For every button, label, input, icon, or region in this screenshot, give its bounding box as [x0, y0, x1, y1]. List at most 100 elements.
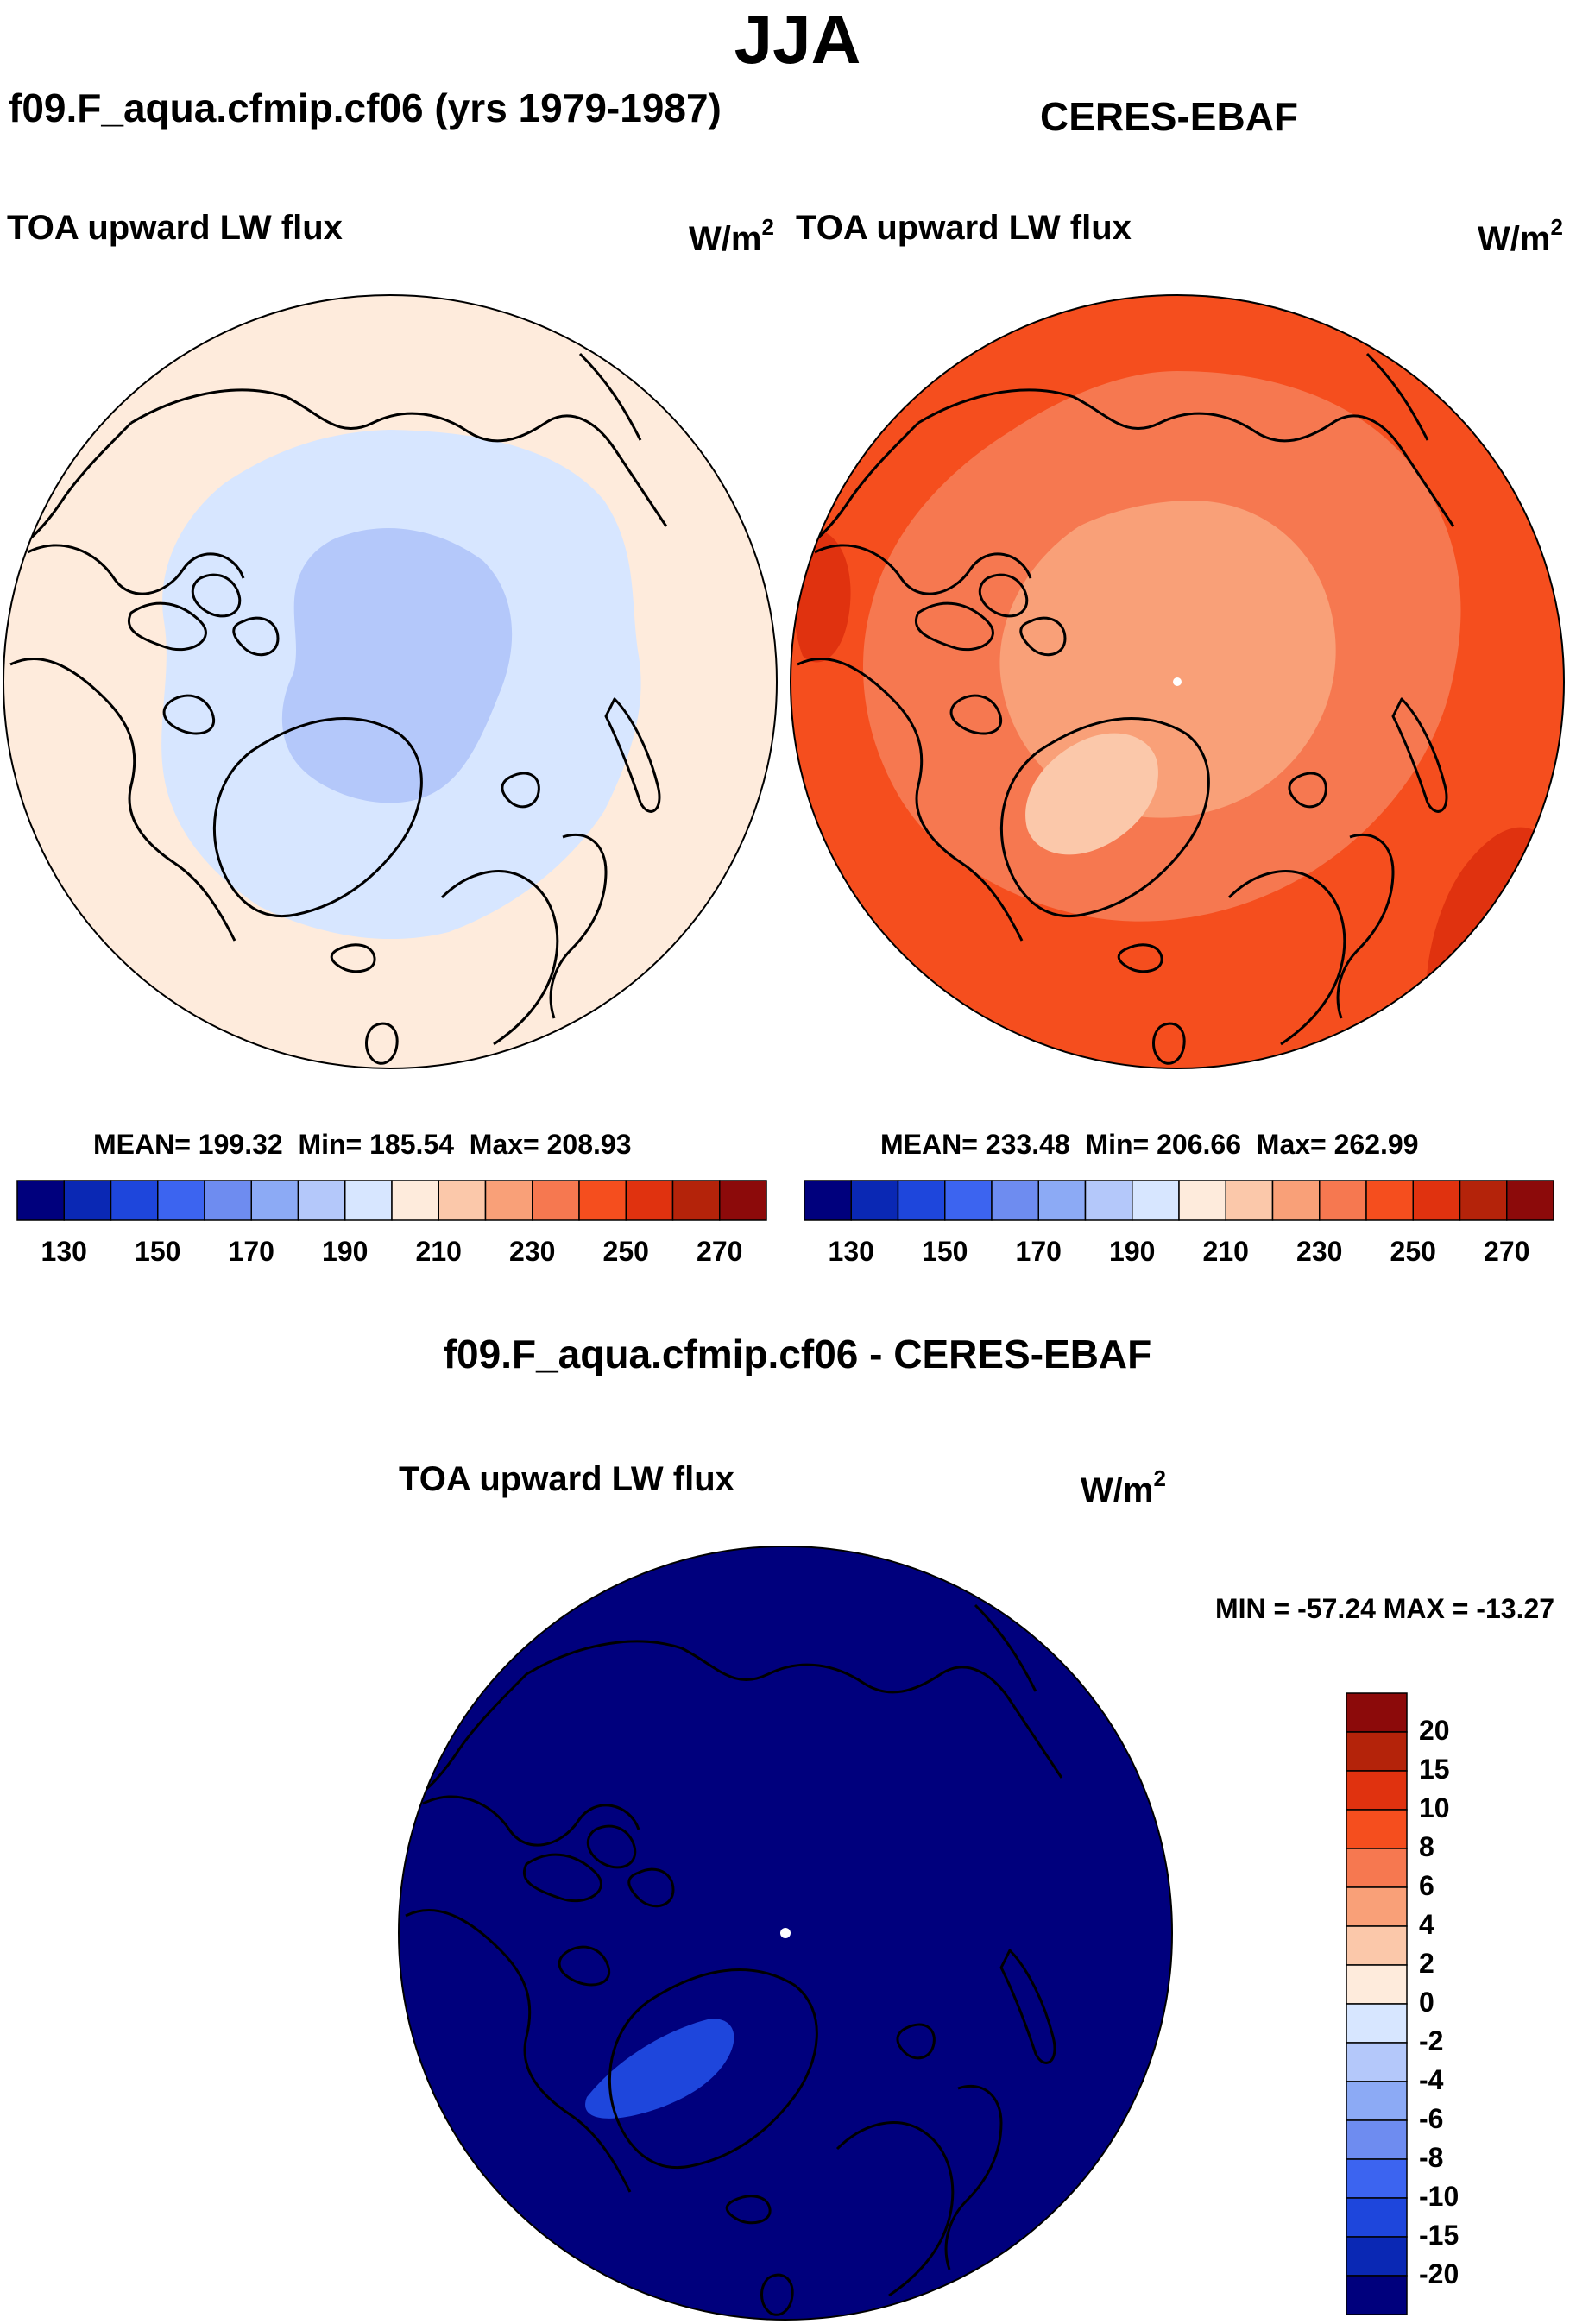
obs-pole-marker — [1173, 677, 1182, 686]
obs-colorbar-tick-label: 170 — [1015, 1236, 1062, 1267]
model-mean: MEAN= 199.32 — [93, 1129, 283, 1160]
obs-colorbar-tick-label: 270 — [1484, 1236, 1530, 1267]
diff-colorbar-box — [1346, 2003, 1408, 2044]
model-stats: MEAN= 199.32 Min= 185.54 Max= 208.93 — [93, 1129, 631, 1161]
obs-map-border — [790, 294, 1565, 1069]
diff-colorbar-tick-label: -2 — [1419, 2025, 1444, 2056]
diff-colorbar-box — [1346, 1925, 1408, 1966]
obs-colorbar-box — [1037, 1180, 1087, 1221]
model-colorbar-box — [671, 1180, 721, 1221]
model-colorbar-tick-label: 150 — [135, 1236, 181, 1267]
model-colorbar-box — [297, 1180, 346, 1221]
diff-colorbar-box — [1346, 1692, 1408, 1733]
obs-colorbar-box — [1365, 1180, 1414, 1221]
obs-panel-title: CERES-EBAF — [1040, 94, 1299, 139]
obs-colorbar-box — [1132, 1180, 1180, 1221]
model-variable-label: TOA upward LW flux — [7, 209, 343, 247]
diff-colorbar-box — [1346, 2197, 1408, 2238]
obs-colorbar-box — [1178, 1180, 1226, 1221]
diff-colorbar-box — [1346, 1886, 1408, 1927]
obs-stats: MEAN= 233.48 Min= 206.66 Max= 262.99 — [880, 1129, 1418, 1161]
season-title: JJA — [734, 1, 861, 78]
model-map-border — [3, 294, 778, 1069]
obs-colorbar-box — [991, 1180, 1039, 1221]
diff-minmax: MIN = -57.24 MAX = -13.27 — [1215, 1593, 1555, 1624]
model-colorbar-tick-label: 130 — [41, 1236, 87, 1267]
diff-colorbar-box — [1346, 1731, 1408, 1772]
obs-max: Max= 262.99 — [1256, 1129, 1419, 1160]
obs-mean: MEAN= 233.48 — [880, 1129, 1070, 1160]
obs-colorbar-box — [1412, 1180, 1461, 1221]
model-colorbar-tick-label: 250 — [602, 1236, 649, 1267]
model-colorbar-box — [391, 1180, 439, 1221]
diff-colorbar-tick-label: -4 — [1419, 2064, 1444, 2095]
model-colorbar-box — [719, 1180, 767, 1221]
model-colorbar-box — [250, 1180, 299, 1221]
diff-colorbar-tick-label: 8 — [1419, 1831, 1434, 1862]
diff-colorbar-tick-label: 2 — [1419, 1948, 1434, 1979]
diff-units-label: W/m2 — [1081, 1465, 1166, 1509]
model-colorbar-box — [532, 1180, 580, 1221]
model-map — [3, 295, 777, 1068]
obs-units-label: W/m2 — [1478, 214, 1563, 258]
diff-colorbar-box — [1346, 1964, 1408, 2005]
model-colorbar-box — [438, 1180, 487, 1221]
diff-variable-label: TOA upward LW flux — [399, 1460, 734, 1498]
obs-colorbar-box — [804, 1180, 852, 1221]
model-colorbar-tick-label: 210 — [415, 1236, 462, 1267]
obs-colorbar-tick-label: 230 — [1296, 1236, 1343, 1267]
diff-colorbar-tick-label: 15 — [1419, 1754, 1450, 1785]
diff-map-border — [398, 1546, 1173, 2321]
model-colorbar-tick-label: 170 — [228, 1236, 274, 1267]
diff-colorbar-box — [1346, 1848, 1408, 1888]
diff-colorbar-box — [1346, 2119, 1408, 2160]
obs-min: Min= 206.66 — [1085, 1129, 1241, 1160]
model-colorbar — [16, 1180, 767, 1221]
diff-colorbar-tick-label: -8 — [1419, 2142, 1444, 2173]
obs-colorbar — [804, 1180, 1554, 1221]
obs-colorbar-tick-label: 130 — [828, 1236, 874, 1267]
diff-colorbar-tick-label: -6 — [1419, 2103, 1444, 2134]
model-max: Max= 208.93 — [469, 1129, 632, 1160]
model-colorbar-tick-label: 270 — [697, 1236, 743, 1267]
model-colorbar-box — [625, 1180, 674, 1221]
obs-colorbar-tick-label: 150 — [922, 1236, 968, 1267]
model-colorbar-box — [484, 1180, 533, 1221]
diff-colorbar-tick-label: 4 — [1419, 1909, 1434, 1940]
model-panel-title: f09.F_aqua.cfmip.cf06 (yrs 1979-1987) — [9, 85, 722, 130]
model-colorbar-tick-label: 190 — [322, 1236, 369, 1267]
model-units-label: W/m2 — [689, 214, 774, 258]
model-colorbar-box — [16, 1180, 65, 1221]
obs-colorbar-tick-label: 190 — [1109, 1236, 1156, 1267]
obs-colorbar-box — [1084, 1180, 1133, 1221]
diff-colorbar-tick-label: 10 — [1419, 1792, 1450, 1823]
obs-colorbar-box — [944, 1180, 993, 1221]
obs-colorbar-box — [850, 1180, 899, 1221]
model-colorbar-box — [204, 1180, 252, 1221]
diff-colorbar-box — [1346, 1809, 1408, 1849]
obs-colorbar-box — [1225, 1180, 1274, 1221]
obs-colorbar-box — [1506, 1180, 1554, 1221]
diff-colorbar-tick-label: 6 — [1419, 1870, 1434, 1901]
model-colorbar-box — [157, 1180, 205, 1221]
diff-colorbar-box — [1346, 2042, 1408, 2082]
obs-colorbar-box — [1319, 1180, 1367, 1221]
model-colorbar-box — [578, 1180, 627, 1221]
diff-colorbar-box — [1346, 2275, 1408, 2315]
diff-colorbar-tick-label: -10 — [1419, 2181, 1459, 2212]
diff-colorbar-tick-label: -15 — [1419, 2220, 1459, 2251]
obs-colorbar-box — [1271, 1180, 1321, 1221]
diff-colorbar-tick-label: 20 — [1419, 1715, 1450, 1746]
diff-pole-marker — [780, 1928, 791, 1938]
diff-colorbar-box — [1346, 2081, 1408, 2121]
obs-variable-label: TOA upward LW flux — [796, 209, 1132, 247]
model-colorbar-box — [344, 1180, 393, 1221]
model-colorbar-tick-label: 230 — [509, 1236, 556, 1267]
obs-colorbar-box — [897, 1180, 946, 1221]
model-colorbar-box — [110, 1180, 159, 1221]
model-colorbar-box — [63, 1180, 112, 1221]
diff-colorbar-box — [1346, 1770, 1408, 1811]
diff-colorbar — [1346, 1692, 1408, 2315]
diff-colorbar-box — [1346, 2158, 1408, 2199]
diff-colorbar-tick-label: -20 — [1419, 2258, 1459, 2289]
